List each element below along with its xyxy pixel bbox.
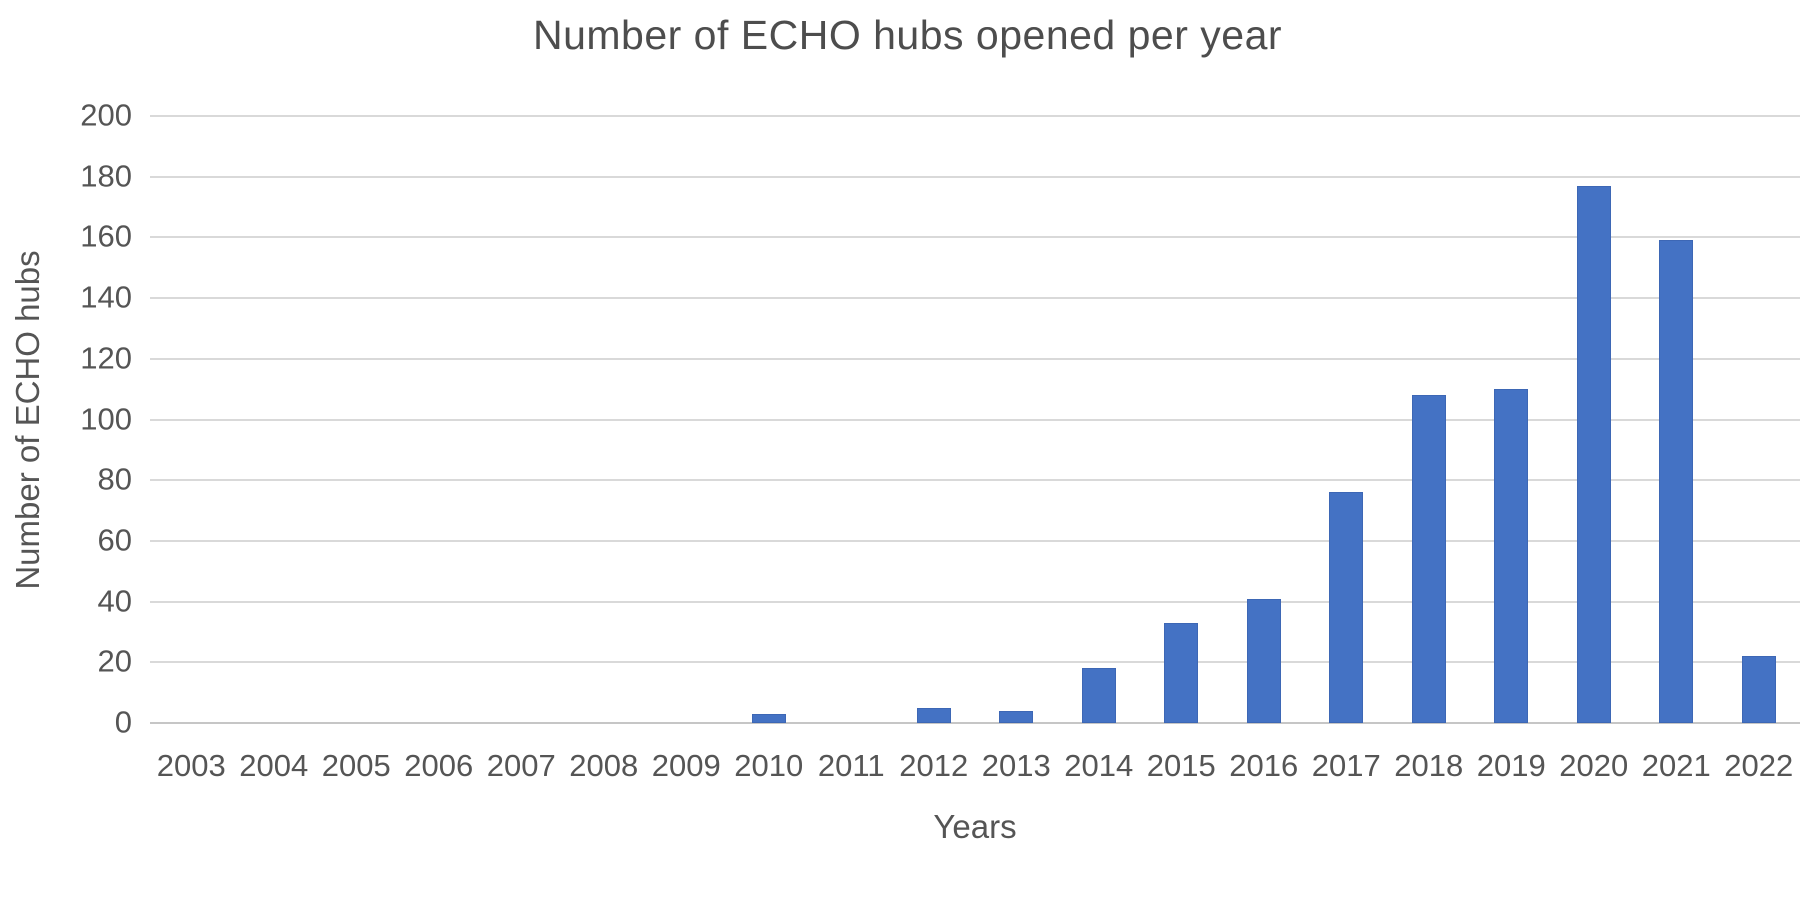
y-axis-title: Number of ECHO hubs: [9, 250, 46, 590]
x-tick-label-2014: 2014: [1064, 748, 1134, 783]
x-tick-label-2004: 2004: [239, 748, 309, 783]
x-tick-label-2011: 2011: [817, 748, 885, 783]
x-tick-label-2005: 2005: [321, 748, 391, 783]
x-tick-label-2009: 2009: [651, 748, 721, 783]
bar-2017: [1329, 492, 1364, 723]
bar-2013: [999, 710, 1034, 723]
x-tick-label-2013: 2013: [981, 748, 1051, 783]
x-tick-label-2022: 2022: [1724, 748, 1794, 783]
x-tick-label-2019: 2019: [1476, 748, 1546, 783]
x-tick-label-2018: 2018: [1394, 748, 1464, 783]
y-tick-label-160: 160: [80, 218, 132, 254]
y-tick-label-40: 40: [97, 582, 132, 618]
gridline-y-120: [150, 357, 1800, 360]
x-tick-label-2006: 2006: [404, 748, 474, 783]
x-tick-label-2020: 2020: [1559, 748, 1629, 783]
gridline-y-40: [150, 600, 1800, 603]
gridline-y-160: [150, 236, 1800, 239]
y-tick-label-180: 180: [80, 157, 132, 193]
chart-title: Number of ECHO hubs opened per year: [532, 12, 1283, 58]
bar-2012: [916, 707, 951, 723]
y-tick-label-200: 200: [80, 97, 132, 133]
gridline-y-0: [150, 722, 1800, 724]
bar-2022: [1741, 656, 1776, 723]
y-tick-label-0: 0: [114, 704, 132, 740]
bar-2018: [1411, 395, 1446, 723]
bar-2016: [1246, 598, 1281, 723]
x-tick-label-2008: 2008: [569, 748, 639, 783]
y-tick-label-80: 80: [97, 461, 132, 497]
bar-2015: [1164, 622, 1199, 723]
plot-area: [150, 115, 1800, 724]
gridline-y-180: [150, 175, 1800, 178]
gridline-y-60: [150, 539, 1800, 542]
gridline-y-140: [150, 297, 1800, 300]
x-tick-label-2015: 2015: [1146, 748, 1216, 783]
gridline-y-100: [150, 418, 1800, 421]
y-tick-label-120: 120: [80, 340, 132, 376]
bar-2021: [1659, 240, 1694, 723]
gridline-y-20: [150, 661, 1800, 664]
y-tick-label-60: 60: [97, 522, 132, 558]
x-tick-label-2021: 2021: [1641, 748, 1711, 783]
x-tick-label-2016: 2016: [1229, 748, 1299, 783]
gridline-y-200: [150, 115, 1800, 117]
x-tick-label-2007: 2007: [486, 748, 556, 783]
y-tick-label-140: 140: [80, 279, 132, 315]
bar-2010: [751, 713, 786, 723]
x-tick-label-2010: 2010: [734, 748, 804, 783]
x-tick-label-2017: 2017: [1311, 748, 1381, 783]
y-axis-tick-labels: 200 180 160 140 120 100 80 60 40 20 0: [0, 97, 132, 739]
bar-2020: [1576, 185, 1611, 723]
x-tick-label-2012: 2012: [899, 748, 969, 783]
gridline-y-80: [150, 479, 1800, 482]
y-tick-label-20: 20: [97, 643, 132, 679]
x-axis-title: Years: [933, 808, 1017, 845]
bar-2014: [1081, 668, 1116, 723]
x-tick-label-2003: 2003: [156, 748, 226, 783]
bar-2019: [1494, 389, 1529, 723]
y-tick-label-100: 100: [80, 400, 132, 436]
